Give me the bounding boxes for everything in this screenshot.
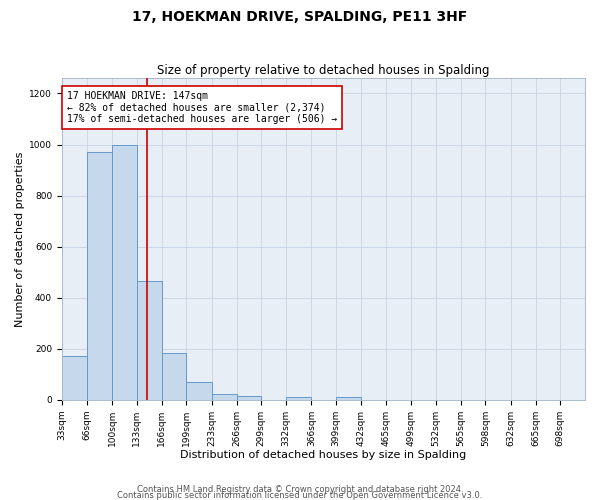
Bar (286, 397, 311, 400)
Title: Size of property relative to detached houses in Spalding: Size of property relative to detached ho… (157, 64, 490, 77)
X-axis label: Distribution of detached houses by size in Spalding: Distribution of detached houses by size … (181, 450, 467, 460)
Text: 17 HOEKMAN DRIVE: 147sqm
← 82% of detached houses are smaller (2,374)
17% of sem: 17 HOEKMAN DRIVE: 147sqm ← 82% of detach… (67, 91, 337, 124)
Text: Contains public sector information licensed under the Open Government Licence v3: Contains public sector information licen… (118, 490, 482, 500)
Bar (212, 394, 236, 400)
Text: Contains HM Land Registry data © Crown copyright and database right 2024.: Contains HM Land Registry data © Crown c… (137, 484, 463, 494)
Bar (186, 382, 212, 400)
Bar (137, 281, 161, 400)
Bar (236, 396, 261, 400)
Bar (62, 356, 86, 400)
Bar (112, 144, 137, 400)
Y-axis label: Number of detached properties: Number of detached properties (15, 152, 25, 326)
Text: 17, HOEKMAN DRIVE, SPALDING, PE11 3HF: 17, HOEKMAN DRIVE, SPALDING, PE11 3HF (133, 10, 467, 24)
Bar (161, 352, 186, 400)
Bar (336, 397, 361, 400)
Bar (86, 152, 112, 400)
